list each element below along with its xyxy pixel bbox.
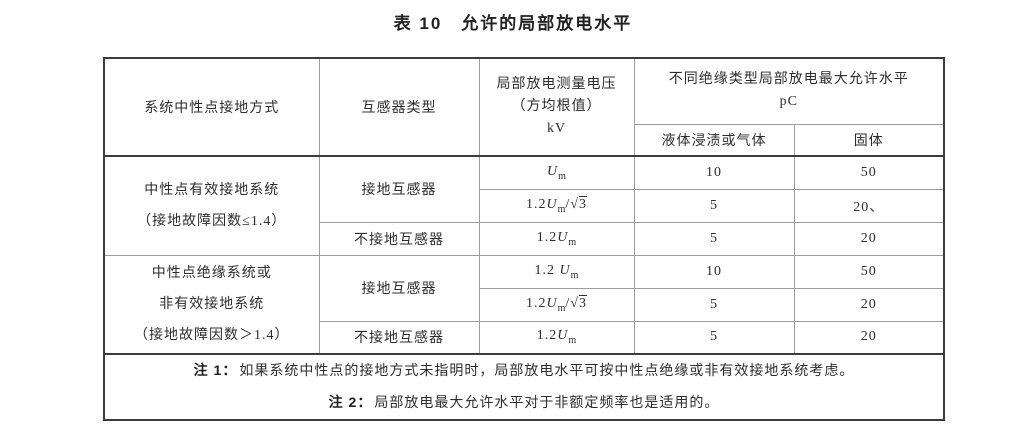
table-row: 中性点绝缘系统或 非有效接地系统 （接地故障因数＞1.4） 接地互感器 1.2 … (103, 254, 945, 355)
system-line: 中性点绝缘系统或 (151, 265, 272, 281)
solid-value-cell: 20 (793, 287, 945, 322)
liquid-value-cell: 5 (633, 287, 795, 322)
formula-coefficient: 1.2 (536, 229, 558, 245)
table-row: 1.2Um/√3 5 20、 (104, 188, 945, 223)
note-text: 局部放电最大允许水平对于非额定频率也是适用的。 (374, 396, 720, 411)
voltage-cell: Um (478, 155, 635, 190)
formula-subscript: m (568, 236, 577, 248)
voltage-cell: 1.2Um (478, 320, 635, 355)
formula-symbol: U (559, 262, 571, 278)
formula-subscript: m (568, 335, 577, 347)
formula-subscript: m (558, 170, 566, 182)
liquid-value-cell: 10 (633, 254, 795, 289)
formula-radicand: 3 (578, 196, 587, 212)
voltage-cell: 1.2 Um (478, 254, 635, 289)
note-text: 如果系统中性点的接地方式未指明时，局部放电水平可按中性点绝缘或非有效接地系统考虑… (239, 364, 855, 379)
header-pd-line1: 不同绝缘类型局部放电最大允许水平 (668, 72, 909, 88)
page-title: 表 10 允许的局部放电水平 (393, 14, 633, 33)
system-cell-group2: 中性点绝缘系统或 非有效接地系统 （接地故障因数＞1.4） (103, 254, 320, 355)
header-grounding-method: 系统中性点接地方式 (103, 57, 320, 157)
system-line: 非有效接地系统 (159, 296, 265, 312)
formula-symbol: U (546, 196, 558, 212)
formula-symbol: U (557, 229, 569, 245)
formula-coefficient: 1.2 (526, 295, 547, 311)
formula-coefficient: 1.2 (534, 262, 560, 278)
header-measurement-voltage: 局部放电测量电压 （方均根值） kV (478, 57, 635, 157)
system-line: （接地故障因数＞1.4） (134, 327, 290, 343)
voltage-cell: 1.2Um/√3 (478, 287, 635, 322)
notes-section: 注 1： 如果系统中性点的接地方式未指明时，局部放电水平可按中性点绝缘或非有效接地… (103, 353, 945, 421)
formula-symbol: U (546, 295, 558, 311)
transformer-cell-ungrounded: 不接地互感器 (318, 221, 480, 256)
table-row: 1.2Um/√3 5 20 (104, 287, 945, 322)
transformer-cell-ungrounded: 不接地互感器 (318, 320, 480, 355)
liquid-value-cell: 5 (633, 320, 795, 355)
header-voltage-line2: （方均根值） (511, 99, 602, 114)
transformer-cell-grounded: 接地互感器 (318, 254, 480, 322)
formula-radicand: 3 (578, 295, 587, 311)
header-voltage-line1: 局部放电测量电压 (496, 77, 617, 92)
partial-discharge-table: 系统中性点接地方式 互感器类型 局部放电测量电压 （方均根值） kV 不同绝缘类… (103, 57, 945, 421)
solid-value-cell: 20 (793, 320, 945, 355)
formula-coefficient: 1.2 (526, 196, 547, 212)
radical-icon: √ (570, 196, 579, 212)
solid-value-cell: 20 (793, 221, 945, 256)
liquid-value-cell: 5 (633, 188, 795, 223)
header-liquid-gas: 液体浸渍或气体 (633, 123, 795, 157)
formula-subscript: m (557, 203, 566, 215)
formula-coefficient: 1.2 (536, 328, 558, 344)
note-label: 注 1： (193, 362, 238, 378)
note-item: 注 2： 局部放电最大允许水平对于非额定频率也是适用的。 (109, 387, 939, 419)
header-pd-unit: pC (779, 94, 798, 110)
formula-slash: / (565, 295, 571, 311)
liquid-value-cell: 5 (633, 221, 795, 256)
solid-value-cell: 50 (793, 155, 945, 190)
voltage-cell: 1.2Um/√3 (478, 188, 635, 223)
formula-symbol: U (547, 163, 559, 179)
formula-symbol: U (557, 328, 569, 344)
system-line: （接地故障因数≤1.4） (137, 213, 287, 229)
table-row: 不接地互感器 1.2Um 5 20 (104, 221, 945, 256)
note-item: 注 1： 如果系统中性点的接地方式未指明时，局部放电水平可按中性点绝缘或非有效接地… (109, 355, 939, 387)
solid-value-cell: 50 (793, 254, 945, 289)
header-pd-max-level: 不同绝缘类型局部放电最大允许水平 pC (633, 57, 945, 125)
header-transformer-type: 互感器类型 (318, 57, 480, 157)
note-label: 注 2： (328, 394, 373, 410)
liquid-value-cell: 10 (633, 155, 795, 190)
transformer-cell-grounded: 接地互感器 (318, 155, 480, 223)
header-voltage-unit: kV (546, 121, 567, 136)
radical-icon: √ (570, 295, 579, 311)
solid-value-cell: 20、 (793, 188, 945, 223)
voltage-cell: 1.2Um (478, 221, 635, 256)
formula-subscript: m (557, 302, 566, 314)
formula-slash: / (565, 196, 571, 212)
system-line: 中性点有效接地系统 (144, 182, 280, 198)
header-solid: 固体 (793, 123, 945, 157)
table-row: 中性点有效接地系统 （接地故障因数≤1.4） 接地互感器 Um 10 50 (103, 155, 945, 256)
system-cell-group1: 中性点有效接地系统 （接地故障因数≤1.4） (103, 155, 320, 256)
table-row: 不接地互感器 1.2Um 5 20 (104, 320, 945, 355)
formula-subscript: m (570, 269, 579, 281)
